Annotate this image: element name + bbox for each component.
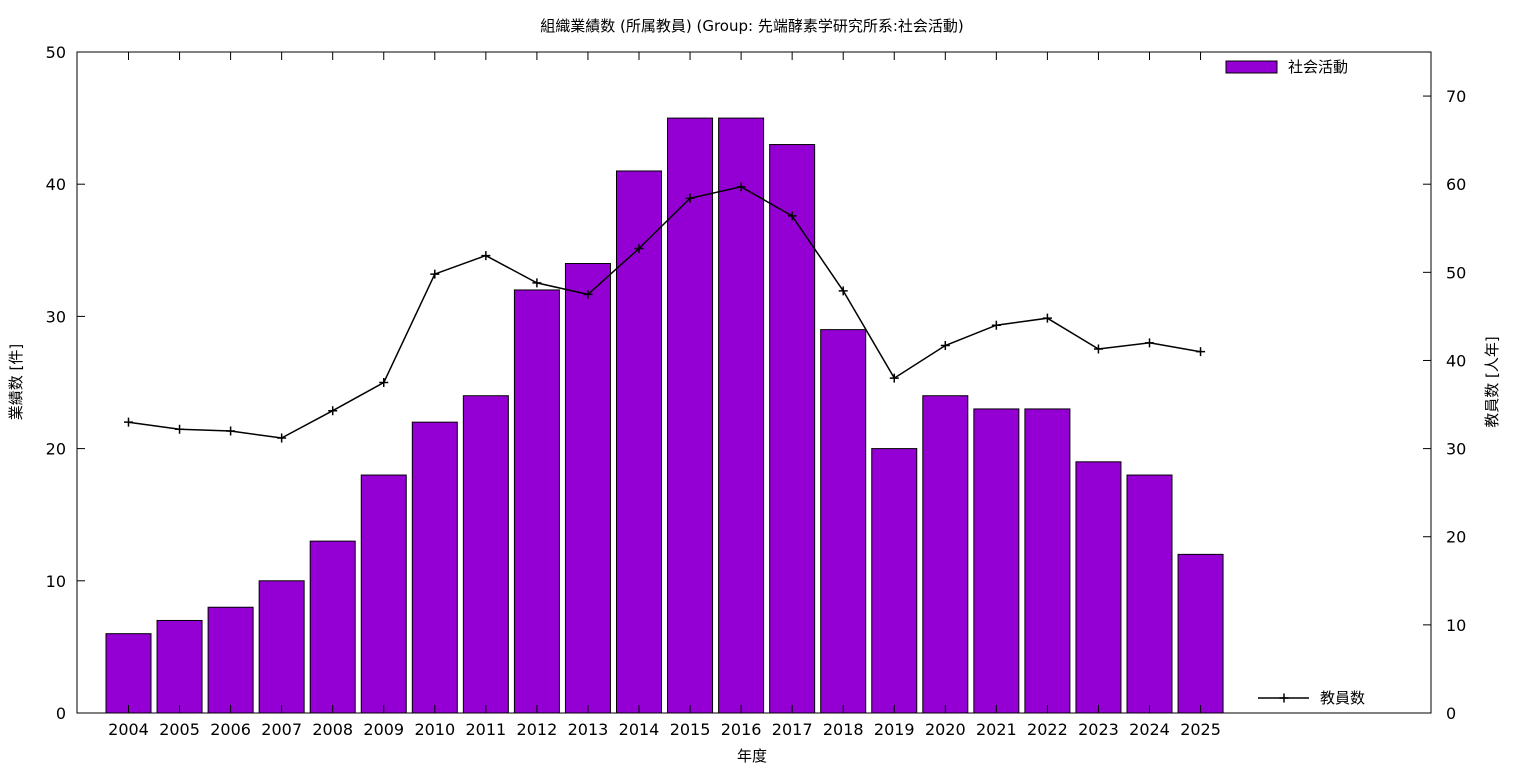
y2-tick-label: 0 <box>1446 704 1456 723</box>
x-tick-label: 2024 <box>1129 720 1170 739</box>
x-tick-label: 2025 <box>1180 720 1221 739</box>
line-point-2016 <box>736 182 746 192</box>
line-point-2019 <box>889 373 899 383</box>
x-axis: 2004 2005 2006 2007 2008 2009 2010 2011 2012 2013… <box>108 52 1221 739</box>
x-tick-label: 2014 <box>619 720 660 739</box>
legend-bar: 社会活動 <box>1225 58 1348 76</box>
line-point-2006 <box>226 426 236 436</box>
line-point-2023 <box>1093 344 1103 354</box>
bar-series <box>105 117 1224 714</box>
line-point-2012 <box>532 278 542 288</box>
bar-2005 <box>156 619 203 714</box>
x-tick-label: 2016 <box>721 720 762 739</box>
line-point-2005 <box>175 424 185 434</box>
x-tick-label: 2012 <box>517 720 558 739</box>
bar-2025 <box>1177 553 1224 714</box>
chart-title: 組織業績数 (所属教員) (Group: 先端酵素学研究所系:社会活動) <box>540 17 964 35</box>
bar-2018 <box>820 329 867 714</box>
bar-2011 <box>462 395 509 714</box>
y-axis-label: 業績数 [件] <box>7 344 25 420</box>
legend-line-label: 教員数 <box>1320 689 1365 707</box>
bar-2012 <box>513 289 560 714</box>
y-tick-label: 20 <box>46 440 66 459</box>
line-series <box>124 182 1206 443</box>
x-axis-label: 年度 <box>737 747 767 765</box>
line-point-2017 <box>787 211 797 221</box>
legend-line-marker <box>1279 693 1289 703</box>
line-point-2013 <box>583 289 593 299</box>
y-tick-label: 30 <box>46 307 66 326</box>
bar-2022 <box>1024 408 1071 714</box>
line-point-2015 <box>685 193 695 203</box>
y-tick-label: 40 <box>46 175 66 194</box>
bar-2016 <box>718 117 765 714</box>
bar-2010 <box>411 421 458 714</box>
line-point-2009 <box>379 378 389 387</box>
x-tick-label: 2011 <box>465 720 506 739</box>
bar-2021 <box>973 408 1020 714</box>
x-tick-label: 2007 <box>261 720 302 739</box>
x-tick-label: 2006 <box>210 720 251 739</box>
legend-bar-label: 社会活動 <box>1288 58 1348 76</box>
x-tick-label: 2017 <box>772 720 813 739</box>
x-tick-label: 2022 <box>1027 720 1068 739</box>
bar-2013 <box>564 263 611 714</box>
line-point-2025 <box>1196 347 1206 357</box>
y-tick-label: 50 <box>46 43 66 62</box>
x-tick-label: 2005 <box>159 720 200 739</box>
line-point-2010 <box>430 269 440 279</box>
y2-tick-label: 70 <box>1446 87 1466 106</box>
line-path <box>128 186 1201 439</box>
bar-2017 <box>769 144 816 714</box>
y-tick-label: 0 <box>56 704 66 723</box>
legend-line: 教員数 <box>1258 689 1365 707</box>
bar-2024 <box>1126 474 1173 714</box>
y2-tick-label: 20 <box>1446 528 1466 547</box>
y2-tick-label: 40 <box>1446 351 1466 370</box>
bar-2004 <box>105 633 152 714</box>
line-point-2014 <box>634 244 644 254</box>
line-point-2021 <box>991 320 1001 330</box>
line-point-2022 <box>1042 313 1052 323</box>
y2-tick-label: 10 <box>1446 616 1466 635</box>
y2-tick-label: 30 <box>1446 440 1466 459</box>
x-tick-label: 2010 <box>414 720 455 739</box>
bar-2015 <box>667 117 714 714</box>
x-tick-label: 2020 <box>925 720 966 739</box>
x-tick-label: 2021 <box>976 720 1017 739</box>
plot-area <box>76 51 1432 714</box>
line-point-2007 <box>277 433 287 443</box>
y-tick-label: 10 <box>46 572 66 591</box>
bar-2009 <box>360 474 407 714</box>
bar-2019 <box>871 448 918 714</box>
line-point-2008 <box>328 406 338 416</box>
x-tick-label: 2019 <box>874 720 915 739</box>
y-axis-right: 0 10 20 30 40 50 60 70 <box>1423 87 1466 723</box>
line-point-2020 <box>940 340 950 350</box>
y2-tick-label: 50 <box>1446 263 1466 282</box>
line-point-2011 <box>481 251 491 261</box>
x-tick-label: 2018 <box>823 720 864 739</box>
line-point-2018 <box>838 286 848 296</box>
x-tick-label: 2008 <box>312 720 353 739</box>
bar-2008 <box>309 540 356 714</box>
x-tick-label: 2013 <box>568 720 609 739</box>
y-axis-left: 0 10 20 30 40 50 <box>46 43 85 723</box>
bar-2023 <box>1075 461 1122 714</box>
legend-bar-swatch <box>1225 60 1278 74</box>
bar-2020 <box>922 395 969 714</box>
line-point-2024 <box>1145 338 1154 348</box>
y2-axis-label: 教員数 [人年] <box>1483 336 1501 427</box>
x-tick-label: 2023 <box>1078 720 1119 739</box>
bar-2006 <box>207 606 254 714</box>
x-tick-label: 2009 <box>363 720 404 739</box>
x-tick-label: 2004 <box>108 720 149 739</box>
line-point-2004 <box>124 417 133 427</box>
bar-2007 <box>258 580 305 714</box>
x-tick-label: 2015 <box>670 720 711 739</box>
y2-tick-label: 60 <box>1446 175 1466 194</box>
